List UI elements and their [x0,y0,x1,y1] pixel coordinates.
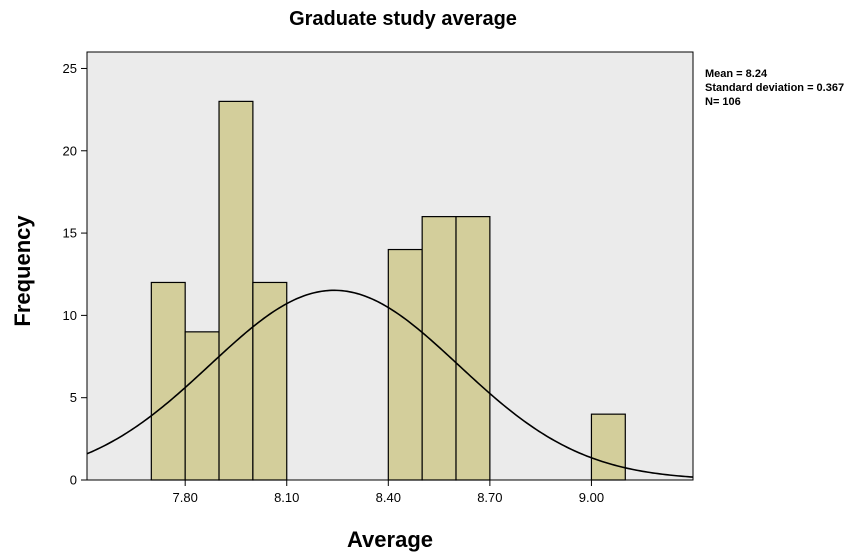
x-tick-label-1: 8.10 [274,490,299,505]
x-tick-label-4: 9.00 [579,490,604,505]
x-tick-label-0: 7.80 [173,490,198,505]
histogram-bar-3 [252,281,288,481]
stats-sd: Standard deviation = 0.367 [705,82,844,94]
histogram-bar-2 [218,100,254,481]
histogram-bar-1 [184,331,220,481]
chart-title: Graduate study average [289,8,517,30]
y-tick-label-4: 20 [63,143,77,158]
bars-group [150,100,626,481]
histogram-bar-4 [387,248,423,481]
x-axis-label: Average [347,527,433,552]
y-tick-label-0: 0 [70,473,77,488]
stats-n: N= 106 [705,96,741,108]
y-axis: 0 5 10 15 20 25 [63,61,87,488]
y-tick-label-5: 25 [63,61,77,76]
y-tick-label-2: 10 [63,308,77,323]
y-tick-label-3: 15 [63,226,77,241]
histogram-bar-6 [455,216,491,481]
x-tick-label-2: 8.40 [376,490,401,505]
histogram-bar-7 [590,413,626,481]
x-tick-label-3: 8.70 [477,490,502,505]
x-axis: 7.80 8.10 8.40 8.70 9.00 [173,480,604,505]
y-axis-label: Frequency [10,215,35,327]
histogram-bar-0 [150,281,186,481]
stats-mean: Mean = 8.24 [705,68,768,80]
y-tick-label-1: 5 [70,390,77,405]
normal-curve [86,289,694,478]
